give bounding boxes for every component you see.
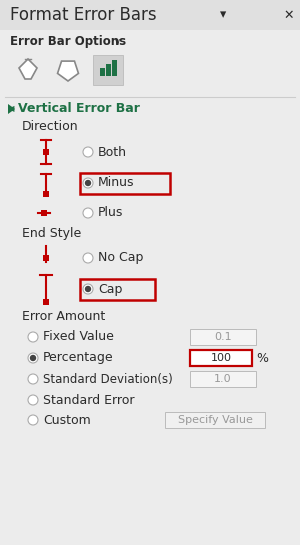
FancyBboxPatch shape — [100, 68, 105, 76]
Circle shape — [28, 415, 38, 425]
Text: Fixed Value: Fixed Value — [43, 330, 114, 343]
Text: 0.1: 0.1 — [214, 332, 232, 342]
FancyBboxPatch shape — [190, 329, 256, 345]
Text: 1.0: 1.0 — [214, 374, 232, 384]
Text: ▾: ▾ — [220, 9, 226, 21]
Polygon shape — [58, 61, 79, 81]
Circle shape — [28, 332, 38, 342]
Circle shape — [85, 180, 91, 185]
Polygon shape — [8, 104, 15, 114]
Polygon shape — [19, 59, 37, 79]
Text: End Style: End Style — [22, 227, 81, 240]
Circle shape — [31, 355, 35, 360]
Circle shape — [83, 253, 93, 263]
Text: ✕: ✕ — [283, 9, 293, 21]
Text: %: % — [256, 352, 268, 365]
Circle shape — [28, 395, 38, 405]
Text: Cap: Cap — [98, 282, 122, 295]
Text: ◀: ◀ — [8, 105, 14, 113]
FancyBboxPatch shape — [43, 299, 49, 305]
Circle shape — [28, 374, 38, 384]
Circle shape — [83, 208, 93, 218]
Circle shape — [83, 178, 93, 188]
Text: Minus: Minus — [98, 177, 134, 190]
Text: Format Error Bars: Format Error Bars — [10, 6, 157, 24]
FancyBboxPatch shape — [43, 255, 49, 261]
Text: Error Bar Options: Error Bar Options — [10, 35, 126, 49]
Text: No Cap: No Cap — [98, 251, 143, 264]
Text: Custom: Custom — [43, 414, 91, 427]
Text: 100: 100 — [211, 353, 232, 363]
FancyBboxPatch shape — [43, 191, 49, 197]
FancyBboxPatch shape — [106, 64, 111, 76]
FancyBboxPatch shape — [43, 149, 49, 155]
Text: Standard Deviation(s): Standard Deviation(s) — [43, 372, 173, 385]
Circle shape — [83, 284, 93, 294]
FancyBboxPatch shape — [190, 371, 256, 387]
Text: ∨: ∨ — [114, 37, 121, 47]
Circle shape — [83, 147, 93, 157]
FancyBboxPatch shape — [165, 412, 265, 428]
FancyBboxPatch shape — [41, 210, 47, 216]
Text: Plus: Plus — [98, 207, 123, 220]
FancyBboxPatch shape — [93, 55, 123, 85]
FancyBboxPatch shape — [190, 350, 252, 366]
FancyBboxPatch shape — [0, 0, 300, 30]
Text: Specify Value: Specify Value — [178, 415, 252, 425]
Text: Vertical Error Bar: Vertical Error Bar — [18, 102, 140, 116]
Circle shape — [28, 353, 38, 363]
FancyBboxPatch shape — [112, 60, 117, 76]
Text: Error Amount: Error Amount — [22, 310, 105, 323]
Circle shape — [85, 287, 91, 292]
Text: Both: Both — [98, 146, 127, 159]
Text: Direction: Direction — [22, 119, 79, 132]
Text: Percentage: Percentage — [43, 352, 114, 365]
Text: Standard Error: Standard Error — [43, 393, 134, 407]
